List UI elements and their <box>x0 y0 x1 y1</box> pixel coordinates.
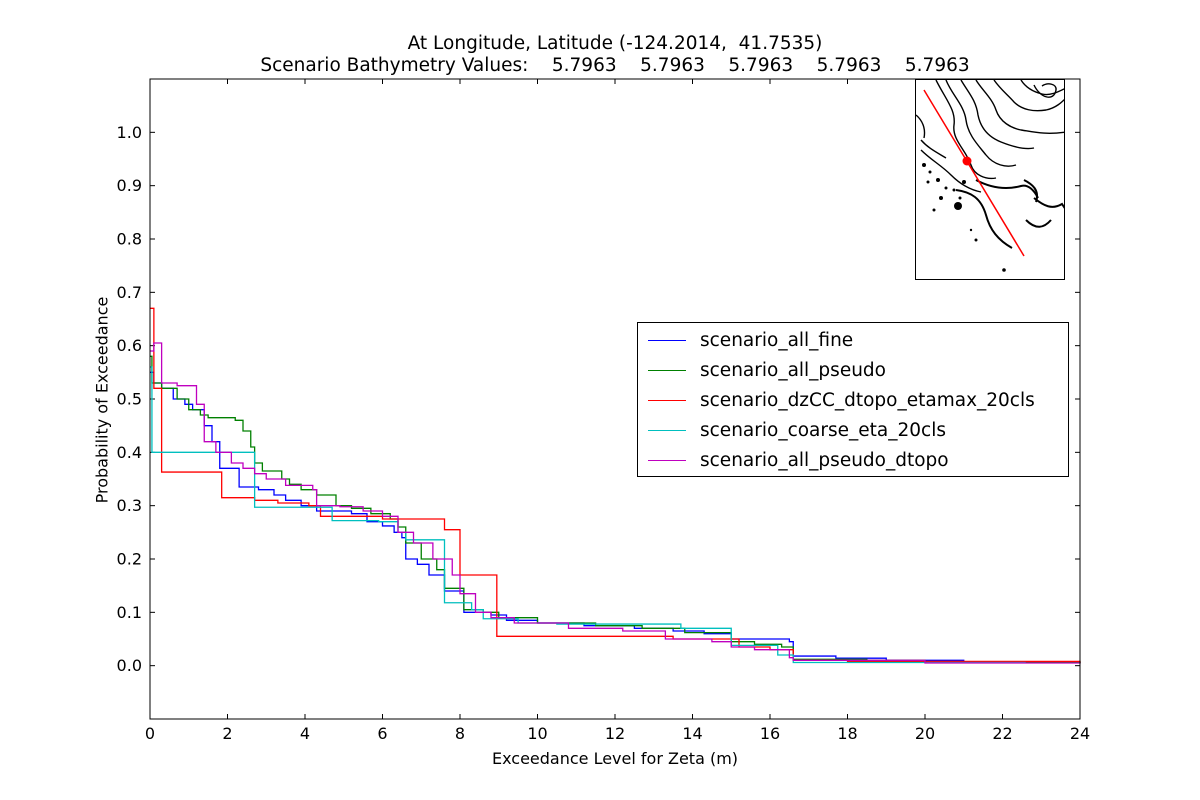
y-axis-ticks: 0.0 0.1 0.2 0.3 0.4 0.5 0.6 0.7 0.8 0.9 1.0 <box>117 123 1080 675</box>
contour-line <box>920 139 947 159</box>
series-line-scenario-all-pseudo-dtopo <box>150 342 1080 664</box>
coastline <box>975 179 1039 199</box>
x-tick-label: 18 <box>837 724 857 743</box>
x-tick-label: 20 <box>915 724 935 743</box>
y-tick-label: 0.5 <box>117 390 142 409</box>
location-inset-map <box>915 79 1065 280</box>
x-axis-ticks: 0 2 4 6 8 10 12 14 16 18 20 22 24 <box>145 79 1090 743</box>
x-tick-label: 8 <box>455 724 465 743</box>
x-tick-label: 24 <box>1070 724 1090 743</box>
y-tick-label: 0.1 <box>117 603 142 622</box>
legend-label: scenario_dzCC_dtopo_etamax_20cls <box>700 389 1035 411</box>
legend: scenario_all_fine scenario_all_pseudo sc… <box>637 322 1069 477</box>
x-tick-label: 4 <box>300 724 310 743</box>
legend-swatch <box>648 459 686 461</box>
contour-line <box>945 80 1017 167</box>
x-tick-label: 14 <box>682 724 702 743</box>
y-axis-label: Probability of Exceedance <box>92 296 112 504</box>
plot-frame <box>149 78 1081 720</box>
x-tick-label: 10 <box>527 724 547 743</box>
y-tick-label: 0.6 <box>117 336 142 355</box>
x-tick-label: 2 <box>222 724 232 743</box>
legend-item: scenario_all_pseudo_dtopo <box>648 445 949 475</box>
legend-label: scenario_all_fine <box>700 329 854 351</box>
y-tick-label: 0.4 <box>117 443 142 462</box>
location-marker <box>962 156 972 166</box>
x-tick-label: 0 <box>145 724 155 743</box>
legend-swatch <box>648 399 686 401</box>
legend-swatch <box>648 369 686 371</box>
contour-line <box>993 80 1064 112</box>
contour-line <box>1033 83 1057 98</box>
legend-item: scenario_coarse_eta_20cls <box>648 415 946 445</box>
transect-line <box>923 89 1025 257</box>
series-lines <box>150 307 1081 664</box>
x-tick-label: 12 <box>605 724 625 743</box>
legend-label: scenario_coarse_eta_20cls <box>700 419 946 441</box>
x-tick-label: 22 <box>992 724 1012 743</box>
contour-line <box>935 80 997 180</box>
contour-line <box>920 149 982 193</box>
legend-swatch <box>648 339 686 341</box>
series-line-scenario-coarse-eta-20cls <box>150 366 1026 664</box>
legend-item: scenario_all_fine <box>648 325 853 355</box>
contour-line <box>960 80 1035 150</box>
coastline <box>916 114 926 139</box>
coastline <box>1025 219 1052 228</box>
x-tick-label: 16 <box>760 724 780 743</box>
legend-label: scenario_all_pseudo_dtopo <box>700 449 949 471</box>
chart-title-line-1: At Longitude, Latitude (-124.2014, 41.75… <box>407 33 823 54</box>
y-tick-label: 1.0 <box>117 123 142 142</box>
x-axis-label: Exceedance Level for Zeta (m) <box>491 749 739 768</box>
coastline <box>1033 197 1064 209</box>
legend-label: scenario_all_pseudo <box>700 359 886 381</box>
y-tick-label: 0.7 <box>117 283 142 302</box>
y-tick-label: 0.0 <box>117 656 142 675</box>
contour-line <box>975 80 1064 134</box>
coastline <box>955 189 1013 249</box>
y-tick-label: 0.2 <box>117 550 142 569</box>
legend-swatch <box>648 429 686 431</box>
x-tick-label: 6 <box>377 724 387 743</box>
y-tick-label: 0.9 <box>117 176 142 195</box>
y-tick-label: 0.8 <box>117 230 142 249</box>
chart-title-line-2: Scenario Bathymetry Values: 5.7963 5.796… <box>260 55 970 76</box>
legend-item: scenario_dzCC_dtopo_etamax_20cls <box>648 385 1035 415</box>
contour-line <box>1020 80 1064 96</box>
legend-item: scenario_all_pseudo <box>648 355 886 385</box>
y-tick-label: 0.3 <box>117 496 142 515</box>
